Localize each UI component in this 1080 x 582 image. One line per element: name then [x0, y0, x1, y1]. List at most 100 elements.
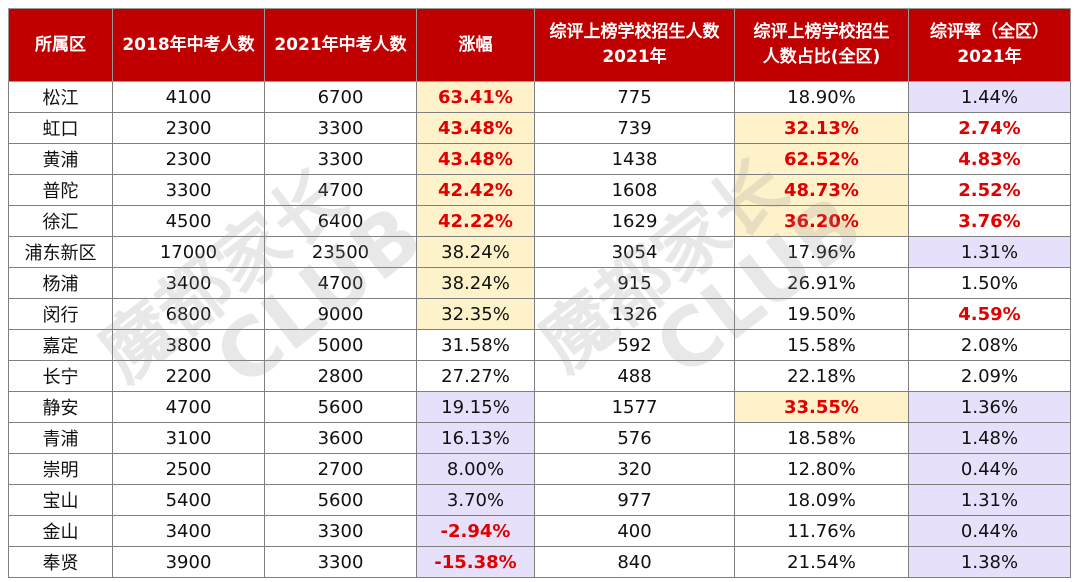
table-cell-r10-c0: 静安: [8, 391, 113, 423]
table-cell-r11-c4: 576: [534, 422, 735, 454]
table-cell-r0-c2: 6700: [264, 81, 417, 113]
table-cell-r6-c5: 26.91%: [734, 267, 909, 299]
table-cell-r13-c6: 1.31%: [908, 484, 1071, 516]
table-cell-r9-c5: 22.18%: [734, 360, 909, 392]
table-cell-r11-c5: 18.58%: [734, 422, 909, 454]
table-cell-r10-c5: 33.55%: [734, 391, 909, 423]
table-cell-r9-c2: 2800: [264, 360, 417, 392]
table-cell-r8-c1: 3800: [112, 329, 265, 361]
table-cell-r3-c1: 3300: [112, 174, 265, 206]
table-cell-r14-c3: -2.94%: [416, 515, 535, 547]
table-cell-r0-c4: 775: [534, 81, 735, 113]
table-cell-r7-c0: 闵行: [8, 298, 113, 330]
table-cell-r1-c6: 2.74%: [908, 112, 1071, 144]
table-row: 虹口 2300 3300 43.48% 739 32.13% 2.74%: [8, 112, 1071, 144]
table-cell-r12-c1: 2500: [112, 453, 265, 485]
table-row: 崇明 2500 2700 8.00% 320 12.80% 0.44%: [8, 453, 1071, 485]
table-cell-r15-c4: 840: [534, 546, 735, 578]
table-cell-r7-c4: 1326: [534, 298, 735, 330]
table-cell-r3-c4: 1608: [534, 174, 735, 206]
table-cell-r3-c5: 48.73%: [734, 174, 909, 206]
table-cell-r3-c3: 42.42%: [416, 174, 535, 206]
table-cell-r8-c4: 592: [534, 329, 735, 361]
data-table-wrapper: 所属区 2018年中考人数 2021年中考人数 涨幅 综评上榜学校招生人数 2021年 综评…: [8, 8, 1071, 578]
table-cell-r9-c6: 2.09%: [908, 360, 1071, 392]
table-row: 宝山 5400 5600 3.70% 977 18.09% 1.31%: [8, 484, 1071, 516]
table-cell-r15-c3: -15.38%: [416, 546, 535, 578]
table-cell-r12-c5: 12.80%: [734, 453, 909, 485]
header-cell-1-line-0: 2018年中考人数: [122, 34, 255, 55]
table-cell-r12-c3: 8.00%: [416, 453, 535, 485]
table-cell-r10-c1: 4700: [112, 391, 265, 423]
table-cell-r2-c2: 3300: [264, 143, 417, 175]
table-cell-r14-c0: 金山: [8, 515, 113, 547]
table-cell-r7-c2: 9000: [264, 298, 417, 330]
table-cell-r12-c0: 崇明: [8, 453, 113, 485]
table-cell-r14-c6: 0.44%: [908, 515, 1071, 547]
table-row: 长宁 2200 2800 27.27% 488 22.18% 2.09%: [8, 360, 1071, 392]
header-cell-6-line-0: 综评率（全区）: [930, 22, 1049, 42]
table-body: 松江 4100 6700 63.41% 775 18.90% 1.44% 虹口 2300 3300…: [8, 81, 1071, 578]
table-cell-r15-c0: 奉贤: [8, 546, 113, 578]
table-cell-r6-c0: 杨浦: [8, 267, 113, 299]
header-cell-5-line-1: 人数占比(全区): [762, 47, 881, 67]
table-cell-r4-c3: 42.22%: [416, 205, 535, 237]
table-cell-r5-c1: 17000: [112, 236, 265, 268]
table-cell-r7-c1: 6800: [112, 298, 265, 330]
table-cell-r3-c2: 4700: [264, 174, 417, 206]
table-cell-r5-c2: 23500: [264, 236, 417, 268]
header-cell-6: 综评率（全区） 2021年: [908, 8, 1071, 82]
header-cell-1: 2018年中考人数: [112, 8, 265, 82]
table-cell-r8-c3: 31.58%: [416, 329, 535, 361]
table-cell-r7-c3: 32.35%: [416, 298, 535, 330]
table-cell-r14-c1: 3400: [112, 515, 265, 547]
table-cell-r1-c5: 32.13%: [734, 112, 909, 144]
table-cell-r2-c5: 62.52%: [734, 143, 909, 175]
header-cell-6-line-1: 2021年: [957, 47, 1022, 67]
header-cell-5-line-0: 综评上榜学校招生: [753, 22, 890, 42]
table-cell-r2-c0: 黄浦: [8, 143, 113, 175]
table-cell-r10-c2: 5600: [264, 391, 417, 423]
table-row: 徐汇 4500 6400 42.22% 1629 36.20% 3.76%: [8, 205, 1071, 237]
table-cell-r8-c2: 5000: [264, 329, 417, 361]
table-cell-r6-c3: 38.24%: [416, 267, 535, 299]
table-cell-r14-c2: 3300: [264, 515, 417, 547]
table-cell-r9-c1: 2200: [112, 360, 265, 392]
table-row: 黄浦 2300 3300 43.48% 1438 62.52% 4.83%: [8, 143, 1071, 175]
table-cell-r4-c4: 1629: [534, 205, 735, 237]
table-row: 普陀 3300 4700 42.42% 1608 48.73% 2.52%: [8, 174, 1071, 206]
table-cell-r2-c1: 2300: [112, 143, 265, 175]
table-cell-r3-c0: 普陀: [8, 174, 113, 206]
table-cell-r13-c5: 18.09%: [734, 484, 909, 516]
table-cell-r0-c3: 63.41%: [416, 81, 535, 113]
table-cell-r4-c6: 3.76%: [908, 205, 1071, 237]
table-cell-r2-c4: 1438: [534, 143, 735, 175]
table-cell-r4-c2: 6400: [264, 205, 417, 237]
table-cell-r1-c1: 2300: [112, 112, 265, 144]
table-cell-r13-c0: 宝山: [8, 484, 113, 516]
table-cell-r9-c4: 488: [534, 360, 735, 392]
table-cell-r2-c6: 4.83%: [908, 143, 1071, 175]
exam-stats-table: 所属区 2018年中考人数 2021年中考人数 涨幅 综评上榜学校招生人数 2021年 综评…: [8, 8, 1071, 578]
table-cell-r2-c3: 43.48%: [416, 143, 535, 175]
table-cell-r13-c1: 5400: [112, 484, 265, 516]
table-cell-r1-c4: 739: [534, 112, 735, 144]
table-cell-r12-c2: 2700: [264, 453, 417, 485]
header-cell-0-line-0: 所属区: [35, 34, 86, 55]
header-cell-0: 所属区: [8, 8, 113, 82]
table-cell-r8-c0: 嘉定: [8, 329, 113, 361]
header-cell-4-line-1: 2021年: [602, 47, 667, 67]
table-cell-r15-c1: 3900: [112, 546, 265, 578]
header-cell-3: 涨幅: [416, 8, 535, 82]
table-cell-r11-c1: 3100: [112, 422, 265, 454]
table-cell-r6-c4: 915: [534, 267, 735, 299]
table-cell-r1-c3: 43.48%: [416, 112, 535, 144]
table-cell-r5-c6: 1.31%: [908, 236, 1071, 268]
table-cell-r6-c2: 4700: [264, 267, 417, 299]
table-cell-r7-c6: 4.59%: [908, 298, 1071, 330]
table-row: 杨浦 3400 4700 38.24% 915 26.91% 1.50%: [8, 267, 1071, 299]
header-cell-2-line-0: 2021年中考人数: [274, 34, 407, 55]
table-cell-r8-c5: 15.58%: [734, 329, 909, 361]
table-cell-r13-c2: 5600: [264, 484, 417, 516]
table-cell-r9-c3: 27.27%: [416, 360, 535, 392]
